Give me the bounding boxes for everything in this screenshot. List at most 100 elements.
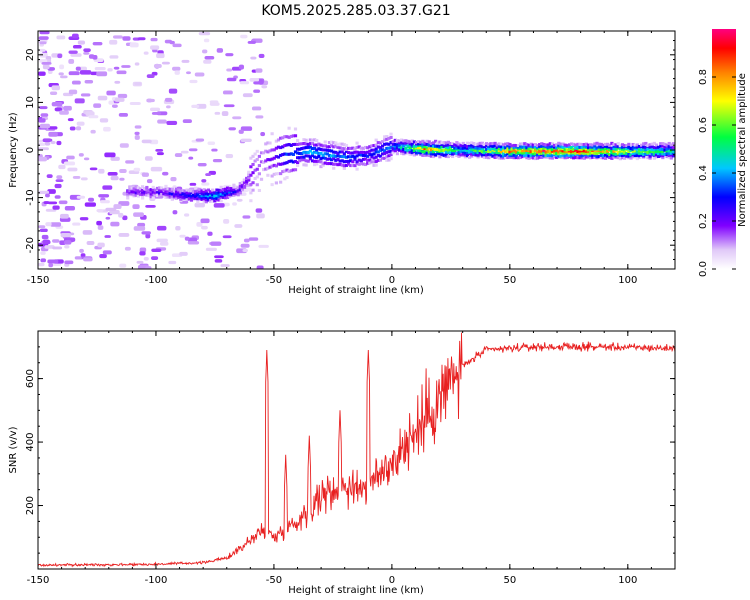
spectrogram-ridge-cell	[457, 142, 461, 146]
spectrogram-ridge-cell	[508, 154, 512, 158]
spectrogram-noise-cell	[256, 265, 264, 269]
spectrogram-ridge-cell	[491, 142, 495, 146]
spectrogram-ridge-cell	[552, 155, 557, 159]
spectrogram-noise-cell	[197, 162, 207, 167]
spectrogram-ridge-cell	[357, 145, 361, 149]
spectrogram-noise-cell	[56, 175, 63, 180]
spectrogram-ridge-cell	[446, 143, 450, 147]
spectrogram-noise-cell	[184, 236, 190, 241]
spectrogram-ridge-cell	[387, 158, 391, 162]
spectrogram-ridge-cell	[408, 146, 412, 150]
spectrogram-ridge-cell	[240, 182, 245, 186]
spectrogram-ridge-cell	[221, 191, 225, 195]
spectrogram-ridge-cell	[559, 145, 563, 149]
spectrogram-ridge-cell	[160, 188, 164, 192]
spectrogram-ridge-cell	[623, 156, 627, 160]
spectrogram-ridge-cell	[259, 160, 264, 164]
spectrogram-ridge-cell	[550, 148, 555, 152]
spectrogram-ridge-cell	[374, 155, 378, 159]
spectrogram-ridge-cell	[451, 155, 455, 159]
spectrogram-ridge-cell	[268, 149, 272, 153]
spectrogram-ridge-cell	[264, 167, 268, 171]
spectrogram-noise-cell	[118, 232, 130, 237]
spectrogram-noise-cell	[155, 148, 164, 152]
spectrogram-ridge-cell	[344, 143, 349, 147]
spectrogram-ridge-cell	[518, 146, 523, 150]
spectrogram-noise-cell	[48, 131, 58, 137]
spectrogram-ridge-cell	[531, 152, 535, 156]
spectrogram-ridge-cell	[510, 147, 514, 151]
spectrogram-ridge-cell	[531, 143, 535, 147]
spectrogram-ridge-cell	[370, 148, 374, 152]
spectrogram-ridge-cell	[378, 148, 383, 152]
spectrogram-ridge-cell	[436, 144, 440, 148]
spectrogram-ridge-cell	[574, 143, 578, 147]
spectrogram-ridge-cell	[493, 150, 497, 154]
spectrogram-ridge-cell	[355, 162, 359, 166]
spectrogram-ridge-cell	[128, 185, 132, 189]
spectrogram-ridge-cell	[166, 190, 170, 194]
spectrogram-noise-cell	[47, 259, 59, 264]
spectrogram-noise-cell	[46, 174, 53, 178]
spectrogram-ridge-cell	[387, 142, 391, 146]
spectrogram-ridge-cell	[242, 178, 247, 182]
spectrogram-noise-cell	[56, 35, 66, 40]
spectrogram-ridge-cell	[656, 152, 661, 156]
spectrogram-ridge-cell	[253, 168, 257, 172]
spectrogram-ridge-cell	[306, 159, 310, 163]
spectrogram-ridge-cell	[480, 145, 484, 149]
spectrogram-ridge-cell	[440, 145, 444, 149]
spectrogram-noise-cell	[125, 160, 135, 164]
spectrogram-ridge-cell	[667, 149, 671, 153]
spectrogram-noise-cell	[225, 53, 234, 57]
spectrogram-ridge-cell	[363, 145, 368, 149]
spectrogram-noise-cell	[133, 226, 146, 231]
spectrogram-ridge-cell	[211, 188, 215, 192]
spectrogram-noise-cell	[203, 59, 212, 64]
spectrogram-ridge-cell	[268, 165, 272, 169]
spectrogram-ridge-cell	[232, 183, 236, 187]
spectrogram-ridge-cell	[565, 148, 569, 152]
spectrogram-ridge-cell	[145, 188, 149, 192]
spectrogram-ridge-cell	[514, 145, 518, 149]
spectrogram-ridge-cell	[380, 152, 385, 156]
spectrogram-ridge-cell	[608, 143, 612, 147]
spectrogram-ridge-cell	[393, 144, 397, 148]
spectrogram-ridge-cell	[389, 145, 393, 149]
spectrogram-noise-cell	[54, 183, 62, 189]
spectrogram-ridge-cell	[185, 191, 189, 195]
spectrogram-ridge-cell	[489, 148, 493, 152]
spectrogram-ridge-cell	[463, 153, 467, 157]
spectrogram-ridge-cell	[359, 150, 363, 154]
spectrogram-ridge-cell	[618, 153, 622, 157]
snr-ylabel: SNR (v/v)	[8, 426, 19, 473]
spectrogram-noise-cell	[71, 80, 81, 85]
spectrogram-ridge-cell	[234, 190, 238, 194]
spectrogram-ridge-cell	[421, 145, 425, 149]
spectrogram-ridge-cell	[338, 162, 342, 166]
x-tick-label: -50	[266, 575, 282, 586]
spectrogram-ridge-cell	[219, 189, 223, 193]
spectrogram-ridge-cell	[304, 159, 308, 163]
spectrogram-ridge-cell	[213, 199, 217, 203]
spectrogram-ridge-cell	[208, 196, 213, 200]
spectrogram-ridge-cell	[425, 153, 429, 157]
spectrogram-ridge-cell	[412, 144, 417, 148]
spectrogram-noise-cell	[119, 263, 127, 268]
spectrogram-ridge-cell	[393, 142, 397, 146]
spectrogram-ridge-cell	[334, 141, 338, 145]
spectrogram-ridge-cell	[397, 141, 402, 145]
spectrogram-ridge-cell	[567, 143, 572, 147]
spectrogram-ridge-cell	[572, 144, 576, 148]
spectrogram-ridge-cell	[313, 163, 317, 167]
spectrogram-ridge-cell	[296, 163, 300, 167]
spectrogram-ridge-cell	[627, 149, 631, 153]
spectrogram-noise-cell	[58, 72, 64, 76]
spectrogram-ridge-cell	[141, 190, 145, 194]
spectrogram-ridge-cell	[249, 182, 253, 186]
spectrogram-ridge-cell	[344, 155, 349, 159]
spectrogram-ridge-cell	[187, 189, 191, 193]
spectrogram-ridge-cell	[196, 197, 200, 201]
spectrogram-ridge-cell	[582, 149, 586, 153]
